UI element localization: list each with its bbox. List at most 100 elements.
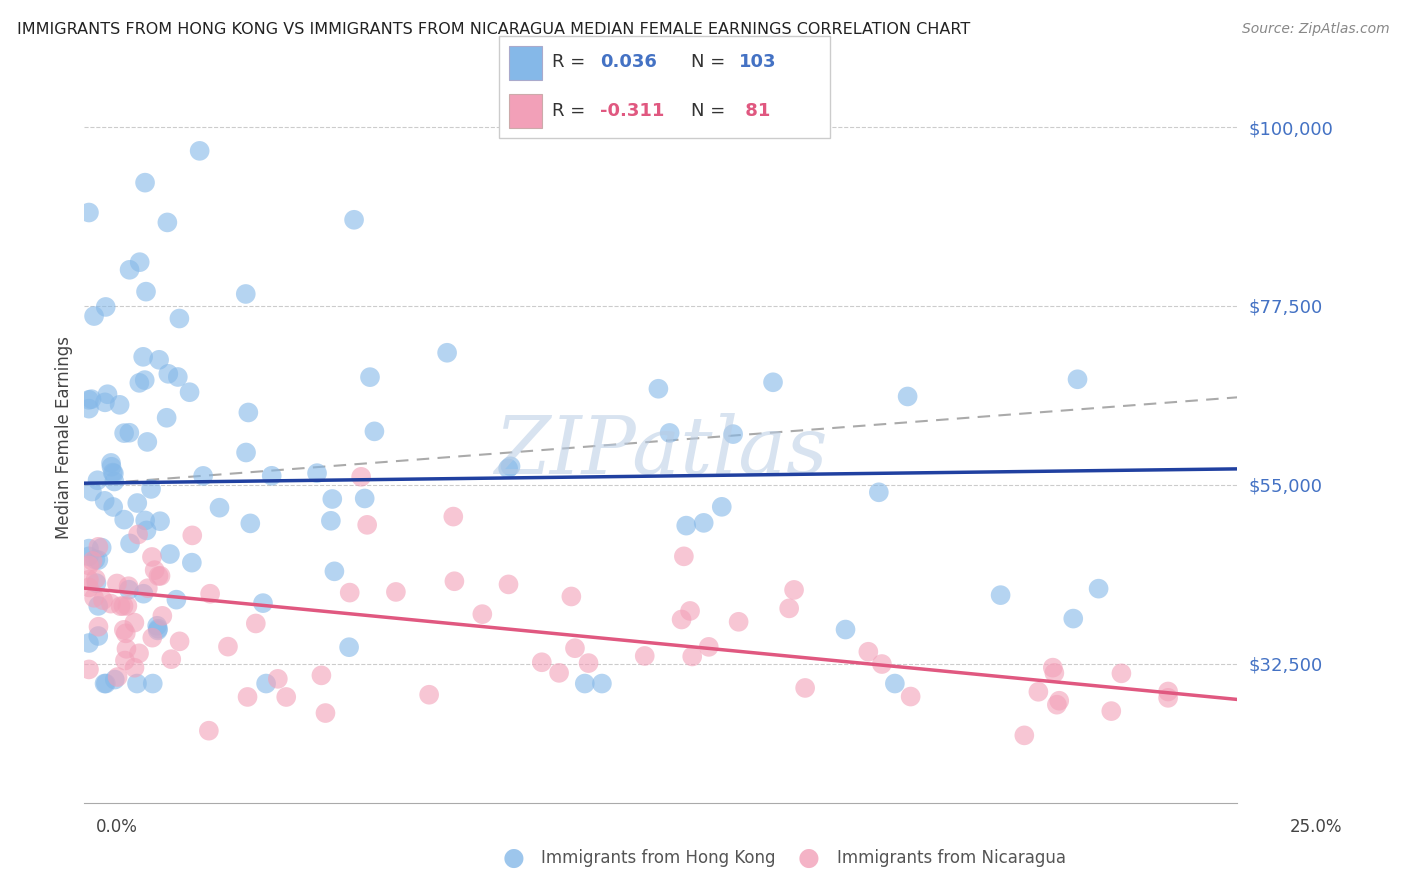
Point <box>108 398 131 412</box>
Point <box>156 215 179 229</box>
Point <box>1046 698 1069 712</box>
Point <box>441 509 464 524</box>
Point <box>578 656 600 670</box>
Point <box>418 688 440 702</box>
Point <box>363 425 385 439</box>
Point <box>305 466 328 480</box>
Point <box>110 599 132 614</box>
Point <box>150 608 173 623</box>
Point <box>868 485 890 500</box>
Point <box>675 518 697 533</box>
Point <box>198 587 221 601</box>
Point <box>136 434 159 449</box>
Point <box>276 690 298 704</box>
Point <box>647 382 669 396</box>
Point <box>343 212 366 227</box>
Point <box>165 592 187 607</box>
Point <box>100 456 122 470</box>
Point <box>671 612 693 626</box>
Point <box>239 516 262 531</box>
Point <box>1014 728 1036 742</box>
Point <box>356 517 378 532</box>
Point <box>1028 685 1050 699</box>
Point <box>721 427 744 442</box>
Point <box>134 176 156 190</box>
Point <box>897 389 920 403</box>
Point <box>498 577 520 591</box>
Text: Source: ZipAtlas.com: Source: ZipAtlas.com <box>1241 22 1389 37</box>
Point <box>112 513 135 527</box>
Point <box>198 723 221 738</box>
Point <box>159 547 181 561</box>
Point <box>870 657 893 671</box>
Point <box>166 370 188 384</box>
Text: 0.036: 0.036 <box>600 54 657 71</box>
Point <box>94 395 117 409</box>
Point <box>179 385 201 400</box>
Text: -0.311: -0.311 <box>600 102 664 120</box>
Point <box>1111 666 1133 681</box>
Point <box>681 649 703 664</box>
Point <box>127 496 149 510</box>
Point <box>710 500 733 514</box>
Text: Immigrants from Nicaragua: Immigrants from Nicaragua <box>837 849 1066 867</box>
Text: 25.0%: 25.0% <box>1291 818 1343 836</box>
Point <box>1099 704 1122 718</box>
Point <box>77 401 100 416</box>
Point <box>254 676 277 690</box>
Point <box>235 287 257 301</box>
Point <box>156 410 179 425</box>
Point <box>136 581 159 595</box>
Point <box>1087 582 1109 596</box>
Point <box>114 626 136 640</box>
Point <box>87 620 110 634</box>
Point <box>353 491 375 506</box>
Point <box>443 574 465 589</box>
Point <box>84 552 107 566</box>
Point <box>471 607 494 622</box>
Bar <box>509 45 543 79</box>
Point <box>235 445 257 459</box>
Point <box>658 425 681 440</box>
Point <box>90 541 112 555</box>
Point <box>858 645 880 659</box>
Point <box>1042 660 1064 674</box>
Point <box>149 569 172 583</box>
Point <box>350 470 373 484</box>
Point <box>1157 690 1180 705</box>
Point <box>104 673 127 687</box>
Text: ●: ● <box>797 847 820 870</box>
Point <box>834 623 856 637</box>
Point <box>146 619 169 633</box>
Point <box>135 285 157 299</box>
Point <box>530 655 553 669</box>
Point <box>697 640 720 654</box>
Text: Immigrants from Hong Kong: Immigrants from Hong Kong <box>541 849 776 867</box>
Point <box>134 373 156 387</box>
Point <box>693 516 716 530</box>
Point <box>77 205 100 219</box>
Point <box>101 466 124 480</box>
Point <box>339 585 361 599</box>
Point <box>990 588 1012 602</box>
Point <box>548 665 571 680</box>
Bar <box>509 95 543 128</box>
Point <box>321 491 343 506</box>
Point <box>91 593 114 607</box>
Point <box>883 676 905 690</box>
Point <box>77 558 100 573</box>
Point <box>180 556 202 570</box>
Point <box>900 690 922 704</box>
Point <box>359 370 381 384</box>
Point <box>794 681 817 695</box>
Point <box>132 350 155 364</box>
Point <box>127 527 149 541</box>
Point <box>87 553 110 567</box>
Point <box>146 622 169 636</box>
Point <box>134 513 156 527</box>
Point <box>128 255 150 269</box>
Point <box>103 475 125 489</box>
Text: N =: N = <box>690 54 731 71</box>
Point <box>83 309 105 323</box>
Point <box>112 599 135 613</box>
